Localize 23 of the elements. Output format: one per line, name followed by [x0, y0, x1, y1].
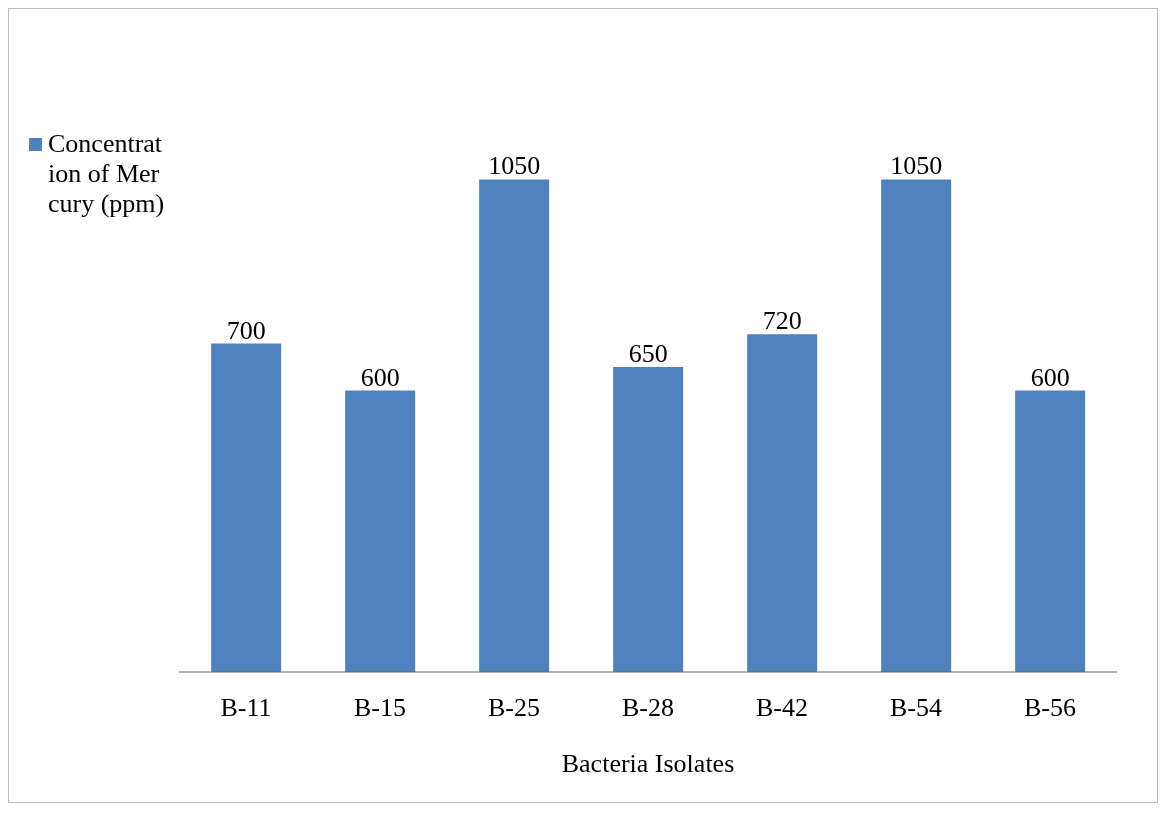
x-tick-label: B-54	[890, 693, 942, 723]
bar	[613, 367, 684, 672]
data-label: 700	[226, 315, 266, 345]
bar	[747, 334, 818, 672]
data-label: 1050	[488, 151, 541, 181]
bar	[881, 179, 952, 672]
x-tick-label: B-15	[354, 693, 406, 723]
x-tick-label: B-56	[1024, 693, 1076, 723]
bar	[1015, 390, 1086, 672]
x-tick-label: B-25	[488, 693, 540, 723]
legend-label: Concentration of Mercury (ppm)	[48, 129, 166, 219]
data-label: 600	[360, 362, 400, 392]
data-label: 1050	[890, 151, 943, 181]
x-tick-label: B-42	[756, 693, 808, 723]
x-tick-label: B-11	[220, 693, 272, 723]
data-label: 600	[1030, 362, 1070, 392]
bar	[479, 179, 550, 672]
x-axis-title: Bacteria Isolates	[561, 749, 735, 778]
bar	[345, 390, 416, 672]
bar	[211, 343, 282, 672]
data-label: 720	[762, 306, 802, 336]
x-tick-label: B-28	[622, 693, 674, 723]
data-label: 650	[628, 339, 668, 369]
